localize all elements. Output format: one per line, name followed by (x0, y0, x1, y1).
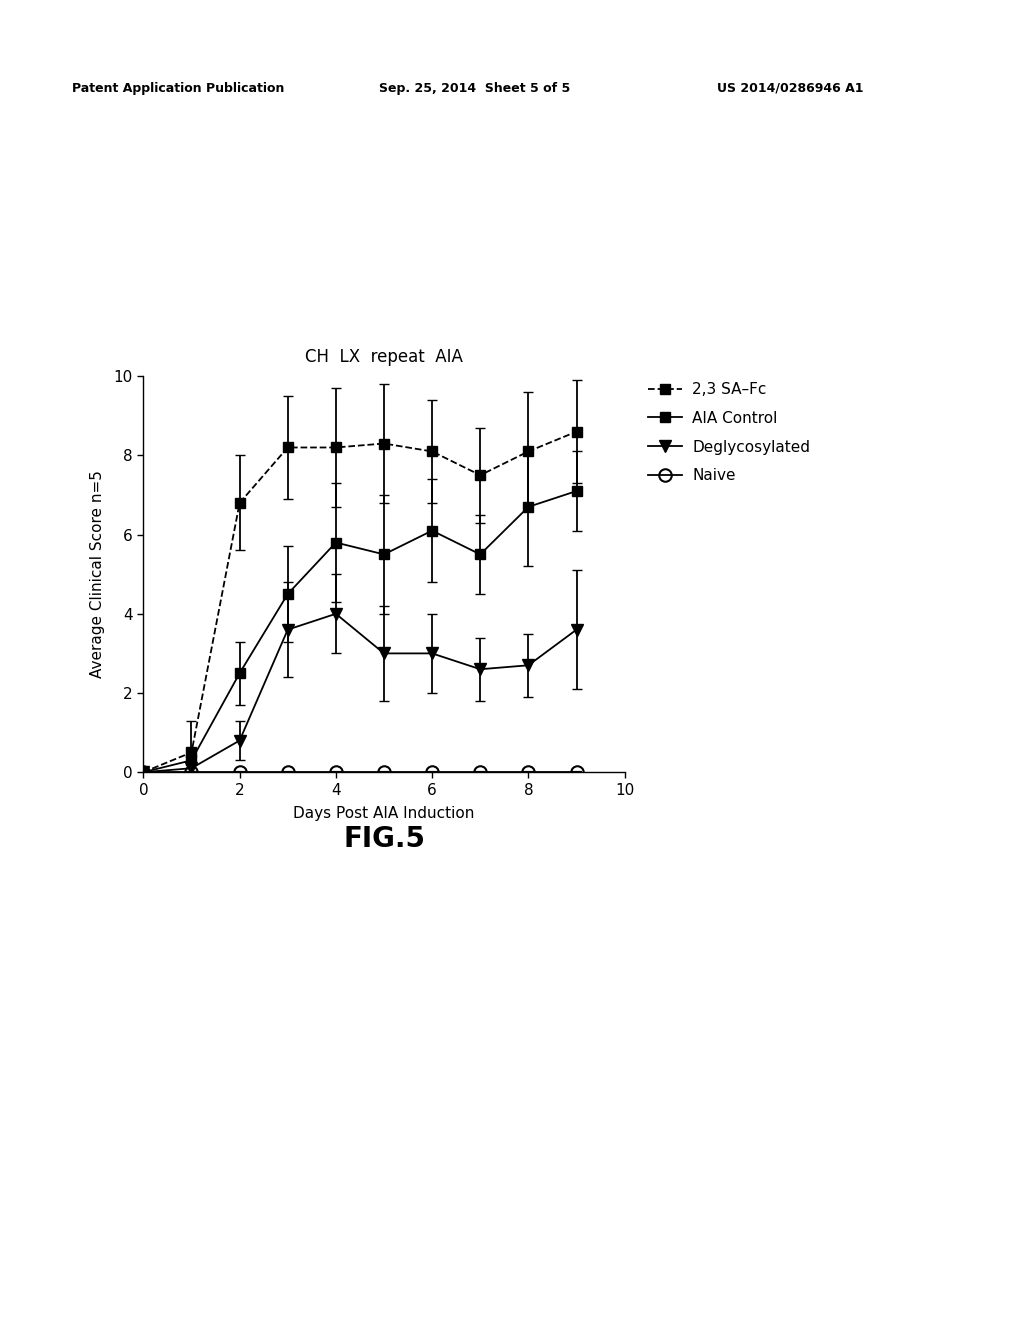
Text: US 2014/0286946 A1: US 2014/0286946 A1 (717, 82, 863, 95)
Legend: 2,3 SA–Fc, AIA Control, Deglycosylated, Naive: 2,3 SA–Fc, AIA Control, Deglycosylated, … (642, 376, 816, 490)
Text: Sep. 25, 2014  Sheet 5 of 5: Sep. 25, 2014 Sheet 5 of 5 (379, 82, 570, 95)
Y-axis label: Average Clinical Score n=5: Average Clinical Score n=5 (90, 470, 105, 678)
X-axis label: Days Post AIA Induction: Days Post AIA Induction (293, 807, 475, 821)
Text: Patent Application Publication: Patent Application Publication (72, 82, 284, 95)
Title: CH  LX  repeat  AIA: CH LX repeat AIA (305, 348, 463, 367)
Text: FIG.5: FIG.5 (343, 825, 425, 853)
